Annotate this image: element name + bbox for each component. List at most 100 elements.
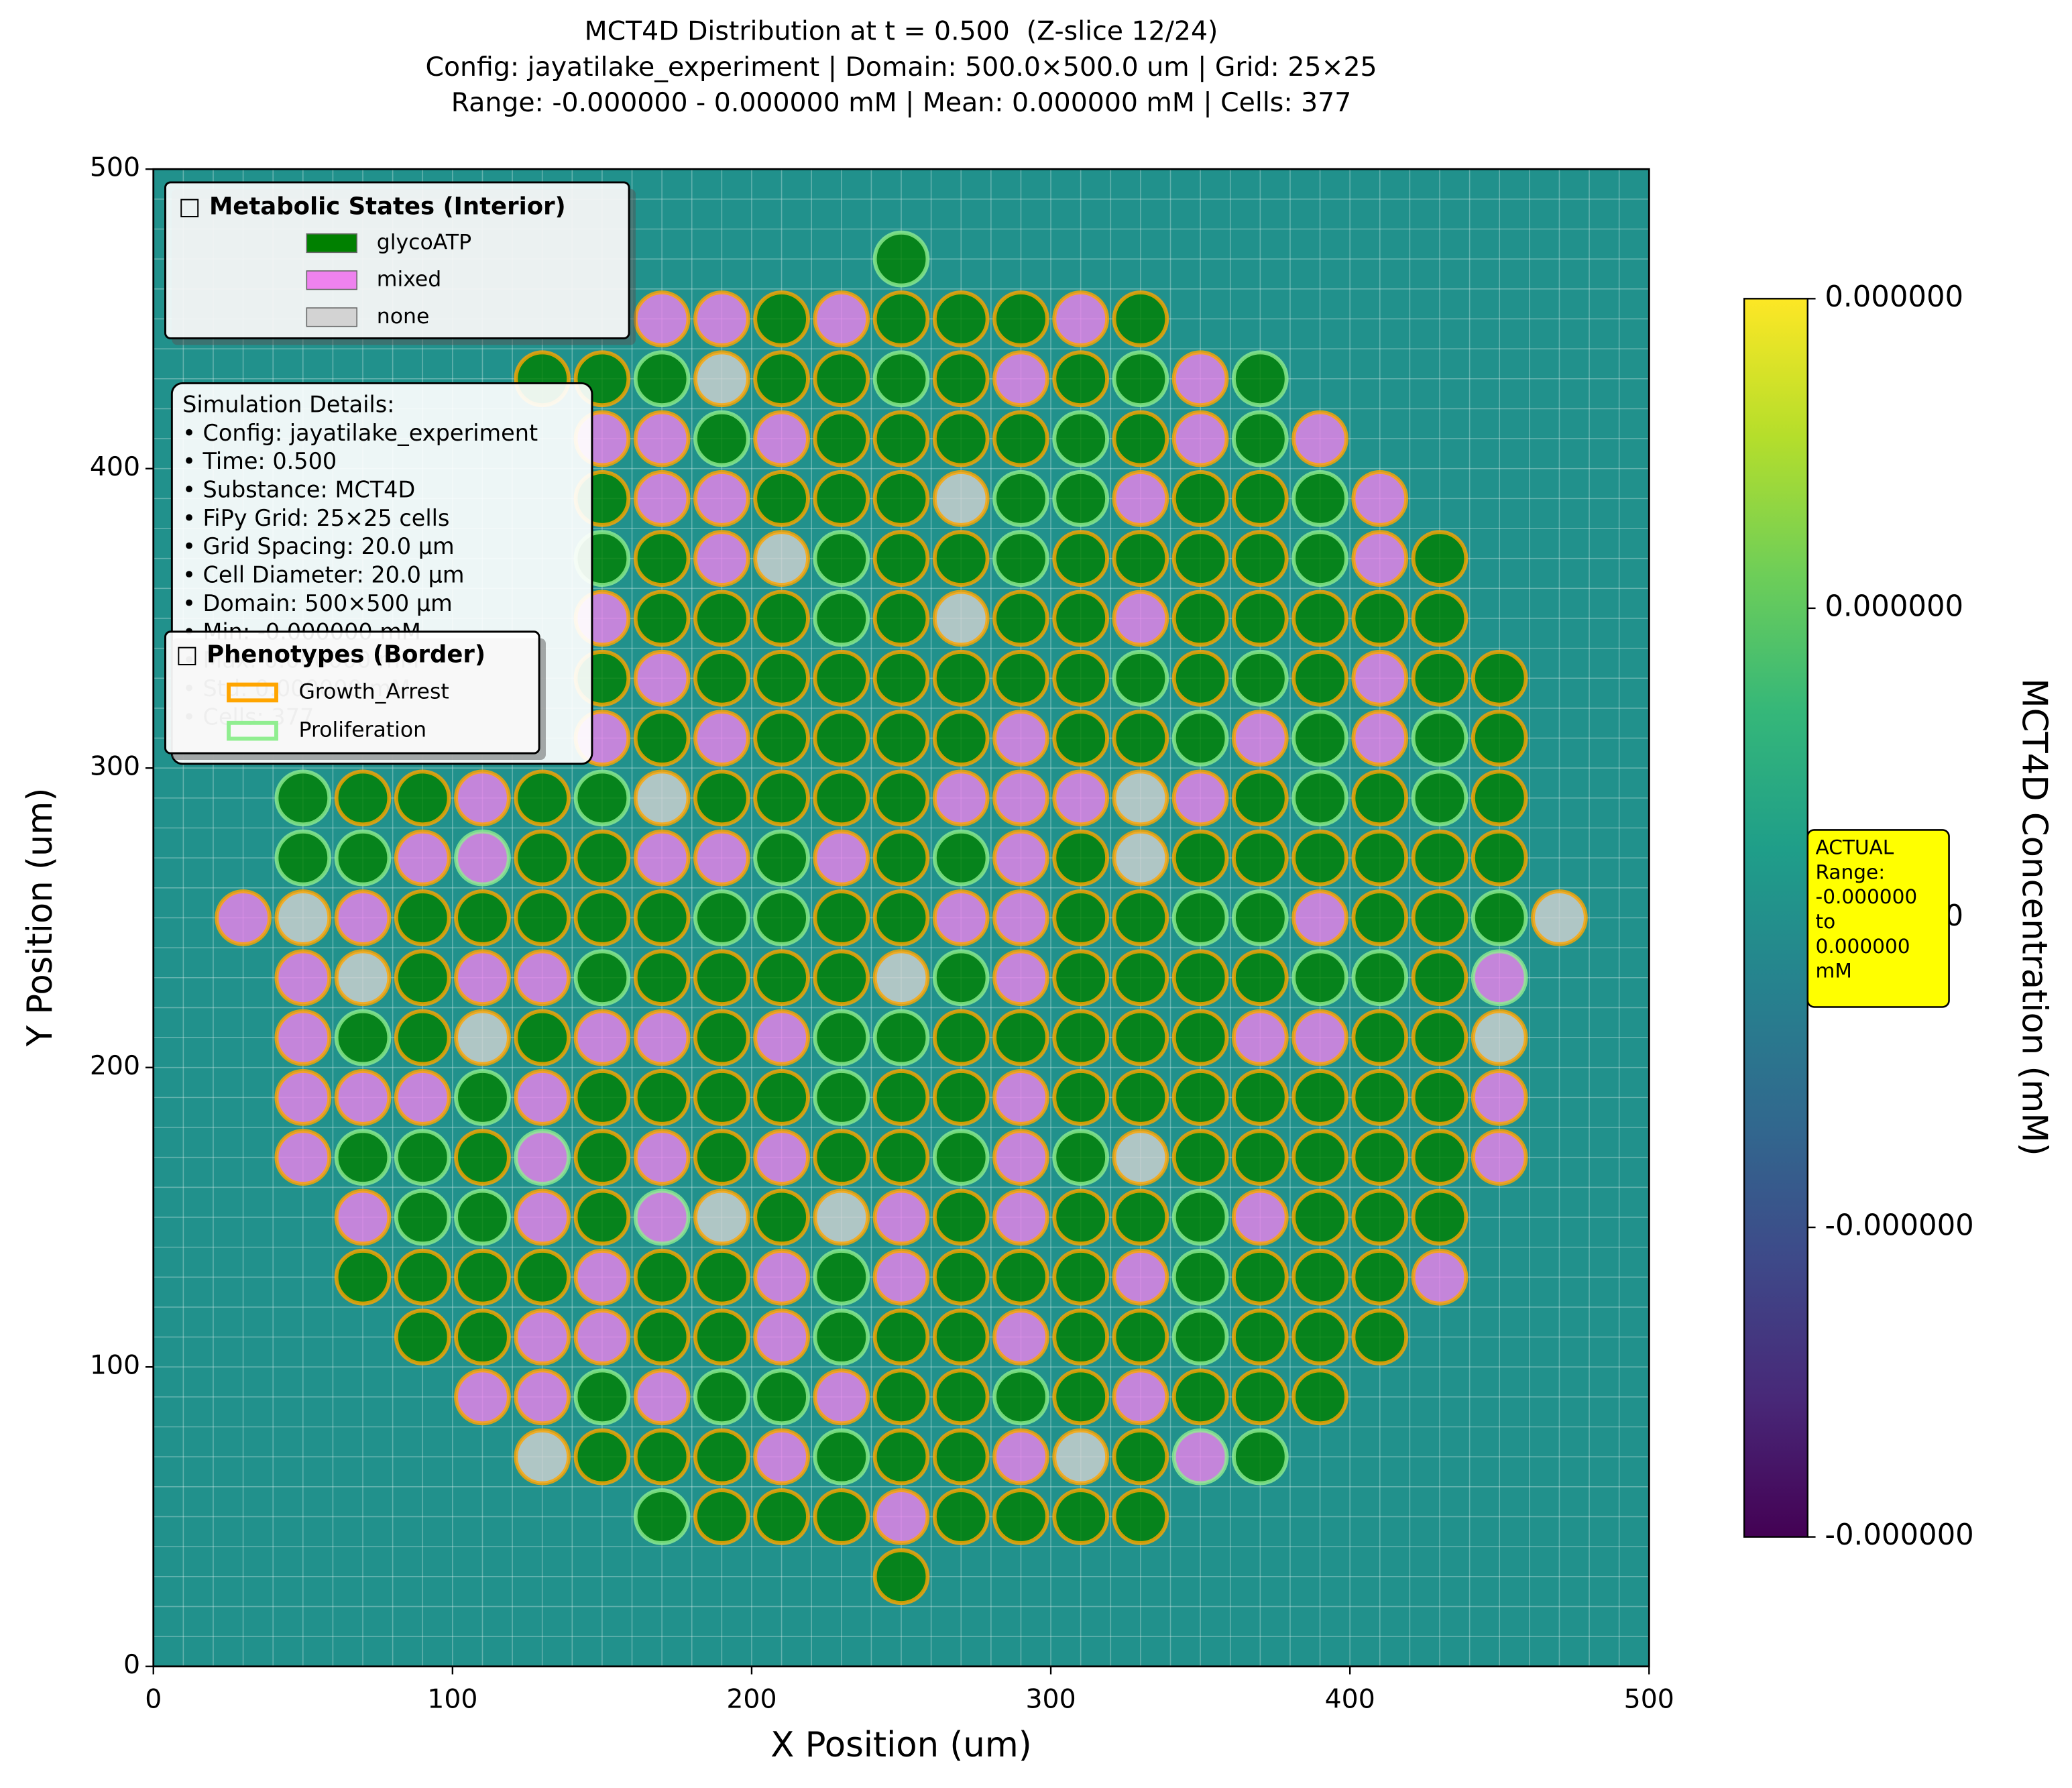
cell (1471, 1129, 1528, 1186)
cell (394, 1188, 451, 1246)
details-line: • Substance: MCT4D (182, 477, 415, 503)
cell (1471, 949, 1528, 1007)
annotation-line: Range: (1816, 860, 1886, 883)
cell (1052, 949, 1110, 1007)
cell (1052, 769, 1110, 827)
cell (1291, 649, 1348, 707)
cell (514, 1308, 571, 1365)
details-line: • Cell Diameter: 20.0 µm (182, 562, 464, 588)
cell (872, 1428, 930, 1486)
cell (932, 889, 990, 946)
cell (1171, 530, 1229, 588)
cell (693, 649, 750, 707)
details-line: • FiPy Grid: 25×25 cells (182, 505, 449, 531)
cell (1171, 649, 1229, 707)
y-axis-label: Y Position (um) (20, 788, 60, 1048)
cell (992, 1129, 1049, 1186)
cell (813, 410, 870, 467)
cell (753, 590, 810, 647)
cell (633, 889, 691, 946)
cell (753, 1488, 810, 1545)
cell (693, 1428, 750, 1486)
cell (1351, 710, 1409, 767)
cell (992, 1009, 1049, 1066)
cell (1171, 829, 1229, 887)
cell (1052, 1069, 1110, 1126)
cell (1112, 949, 1169, 1007)
cell (633, 649, 691, 707)
cell (872, 290, 930, 347)
cell (1112, 710, 1169, 767)
cell (274, 1129, 332, 1186)
cell (693, 829, 750, 887)
cell (813, 1428, 870, 1486)
cell (813, 1488, 870, 1545)
annotation-box (1806, 829, 1950, 1008)
cell (1351, 1009, 1409, 1066)
cell (573, 829, 631, 887)
cell (1471, 1069, 1528, 1126)
cell (1471, 649, 1528, 707)
cell (1052, 530, 1110, 588)
cell (693, 1069, 750, 1126)
cell (753, 470, 810, 527)
cell (394, 829, 451, 887)
legend-patch (306, 270, 357, 290)
details-line: • Time: 0.500 (182, 448, 337, 474)
legend-patch (306, 307, 357, 327)
cell (813, 1009, 870, 1066)
cell (633, 1308, 691, 1365)
cell (1112, 290, 1169, 347)
legend-title: □ Phenotypes (Border) (176, 640, 485, 668)
cell (1171, 889, 1229, 946)
cell (932, 350, 990, 408)
cell (1171, 350, 1229, 408)
cell (1052, 350, 1110, 408)
x-tick-label: 300 (1025, 1683, 1076, 1714)
cell (753, 350, 810, 408)
cell (1171, 410, 1229, 467)
legend-patch (227, 720, 278, 741)
cell (872, 829, 930, 887)
cell (753, 290, 810, 347)
cell (753, 1009, 810, 1066)
cell (1231, 829, 1289, 887)
cell (992, 1488, 1049, 1545)
cell (454, 1248, 511, 1306)
cell (1171, 710, 1229, 767)
y-tick-label: 200 (90, 1050, 140, 1081)
cell (334, 829, 392, 887)
cell (274, 889, 332, 946)
cell (454, 1308, 511, 1365)
plot-frame (152, 168, 1650, 1668)
cell (872, 1308, 930, 1365)
cell (1351, 889, 1409, 946)
cell (394, 1069, 451, 1126)
cell (753, 1069, 810, 1126)
cell (1052, 710, 1110, 767)
cell (514, 1129, 571, 1186)
cell (1411, 1069, 1469, 1126)
cell (334, 1188, 392, 1246)
cell (693, 1248, 750, 1306)
cell (274, 769, 332, 827)
cell (1291, 769, 1348, 827)
cell (514, 1428, 571, 1486)
cell (1411, 769, 1469, 827)
cell (1171, 1129, 1229, 1186)
cell (514, 889, 571, 946)
cell (1231, 1428, 1289, 1486)
cell (633, 290, 691, 347)
cell (1351, 649, 1409, 707)
details-line: Simulation Details: (182, 391, 394, 417)
chart-title: Config: jayatilake_experiment | Domain: … (425, 52, 1377, 82)
cell (1171, 1368, 1229, 1426)
cell (693, 949, 750, 1007)
cell (753, 769, 810, 827)
cell (693, 710, 750, 767)
cell (693, 470, 750, 527)
cell (753, 649, 810, 707)
cell (514, 1188, 571, 1246)
cell (454, 1368, 511, 1426)
cell (1112, 470, 1169, 527)
